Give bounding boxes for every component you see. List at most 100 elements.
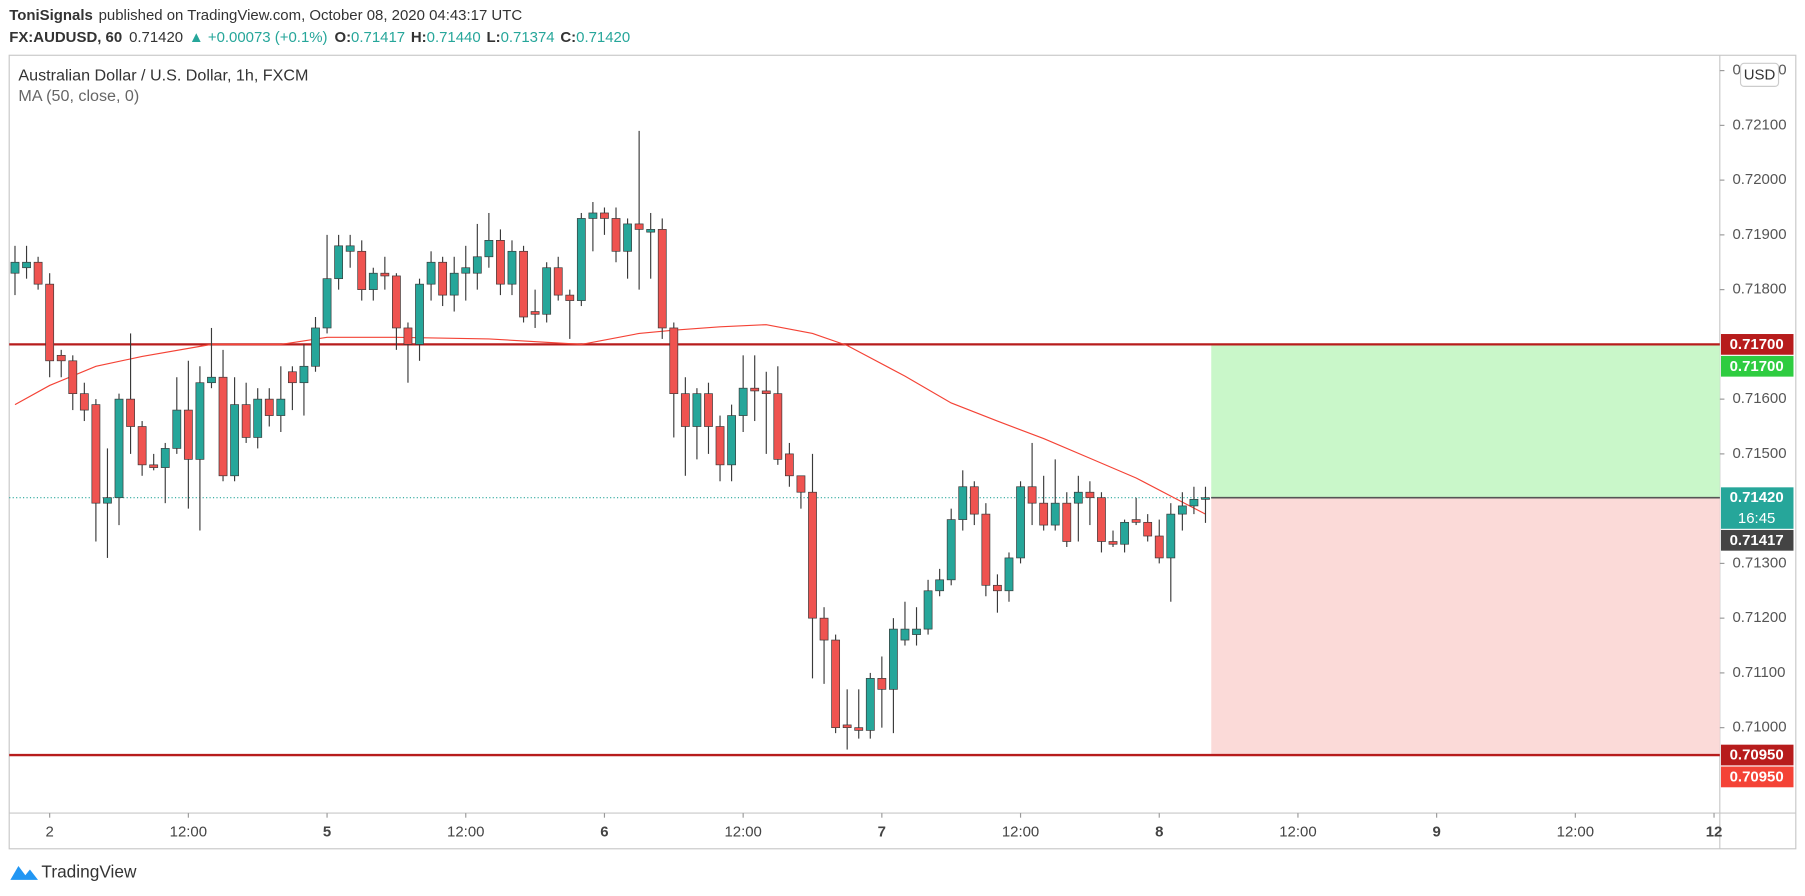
ohlc-key: O:	[334, 29, 351, 46]
candle-body	[1166, 513, 1176, 559]
candle-body	[207, 376, 216, 384]
author: ToniSignals	[9, 7, 93, 24]
price-label-box	[1720, 744, 1794, 766]
change: ▲ +0.00073 (+0.1%)	[189, 29, 328, 46]
candle-body	[1108, 541, 1118, 545]
x-tick-label: 9	[1432, 824, 1440, 841]
candle-body	[1177, 505, 1187, 515]
currency-badge[interactable]	[1739, 62, 1780, 87]
candle-body	[946, 519, 956, 581]
candle-body	[634, 223, 644, 230]
candle-body	[183, 409, 193, 460]
candle-body	[889, 628, 898, 690]
candle-body	[877, 678, 887, 690]
candle-body	[1027, 486, 1037, 504]
candle-body	[773, 393, 783, 460]
candle-body	[530, 311, 540, 315]
ma-legend: MA (50, close, 0)	[18, 87, 139, 105]
plot-area	[9, 130, 1720, 757]
x-tick-label: 5	[323, 824, 331, 841]
ohlc-value: 0.71374	[501, 29, 555, 46]
candle-body	[368, 272, 378, 290]
candle-body	[1039, 502, 1049, 526]
candle-body	[103, 497, 112, 504]
candle-body	[438, 261, 448, 296]
candle-body	[657, 229, 667, 329]
candle-body	[993, 584, 1002, 592]
candle-body	[646, 229, 656, 233]
candle-body	[392, 275, 401, 329]
candle-body	[519, 250, 528, 318]
chart-title: Australian Dollar / U.S. Dollar, 1h, FXC…	[18, 66, 308, 84]
candle-body	[345, 245, 355, 252]
candle-body	[1097, 497, 1106, 542]
candle-body	[935, 579, 945, 592]
candle-body	[137, 426, 147, 466]
candle-body	[1120, 521, 1129, 545]
candle-body	[195, 382, 205, 460]
candle-body	[842, 724, 852, 729]
price-label-box	[1720, 766, 1794, 788]
candle-body	[623, 223, 632, 252]
candle-body	[241, 404, 251, 438]
candle-body	[91, 404, 101, 504]
candle-body	[704, 393, 713, 427]
candle-body	[426, 261, 436, 285]
ohlc-key: H:	[411, 29, 427, 46]
x-tick-label: 12:00	[1557, 824, 1594, 841]
candle-body	[1143, 521, 1153, 537]
ohlc-value: 0.71417	[351, 29, 405, 46]
y-tick-label: 0.71200	[1732, 609, 1786, 626]
candle-body	[969, 486, 979, 515]
candle-body	[761, 390, 771, 395]
candle-body	[253, 398, 263, 438]
x-tick-label: 2	[45, 824, 53, 841]
price-label: 0.70950	[1730, 768, 1784, 785]
candle-body	[357, 250, 367, 290]
candle-body	[10, 261, 20, 274]
ohlc-key: L:	[486, 29, 500, 46]
candle-body	[727, 415, 736, 466]
x-tick-label: 8	[1155, 824, 1163, 841]
candle-body	[854, 727, 864, 731]
candle-body	[172, 409, 182, 449]
candle-body	[496, 240, 505, 285]
candle-body	[900, 628, 910, 641]
brand: TradingView	[41, 862, 137, 882]
candle-body	[287, 371, 297, 384]
ohlc-value: 0.71440	[427, 29, 481, 46]
target-zone	[1211, 344, 1720, 498]
candle-body	[1189, 498, 1199, 507]
candle-body	[149, 464, 159, 468]
price-label: 0.71700	[1730, 358, 1784, 375]
price-label-box	[1720, 487, 1794, 529]
y-tick-label: 0.71000	[1732, 719, 1786, 736]
x-tick-label: 12:00	[447, 824, 484, 841]
candle-body	[565, 294, 575, 301]
candle-body	[750, 387, 760, 392]
price-label: 0.71420	[1730, 489, 1784, 506]
x-tick-label: 12	[1706, 824, 1723, 841]
quote-line: FX:AUDUSD, 60 0.71420 ▲ +0.00073 (+0.1%) O:…	[9, 29, 630, 46]
candle-body	[865, 678, 875, 731]
candle-body	[692, 393, 702, 427]
candle-body	[588, 212, 598, 219]
candle-body	[958, 486, 968, 520]
y-tick-label: 0.71600	[1732, 390, 1786, 407]
candle-body	[507, 250, 517, 285]
candle-body	[738, 387, 748, 416]
candle-body	[680, 393, 690, 427]
candle-body	[923, 590, 933, 630]
candle-body	[311, 327, 320, 367]
logo-icon	[10, 866, 38, 880]
y-tick-label: 0.71500	[1732, 445, 1786, 462]
candle-body	[472, 256, 482, 274]
last: 0.71420	[129, 29, 183, 46]
x-tick-label: 12:00	[724, 824, 761, 841]
price-label-box	[1720, 529, 1794, 551]
price-label: 0.70950	[1730, 747, 1784, 764]
candle-body	[576, 218, 586, 301]
ohlc-value: 0.71420	[576, 29, 630, 46]
candle-body	[334, 245, 344, 280]
